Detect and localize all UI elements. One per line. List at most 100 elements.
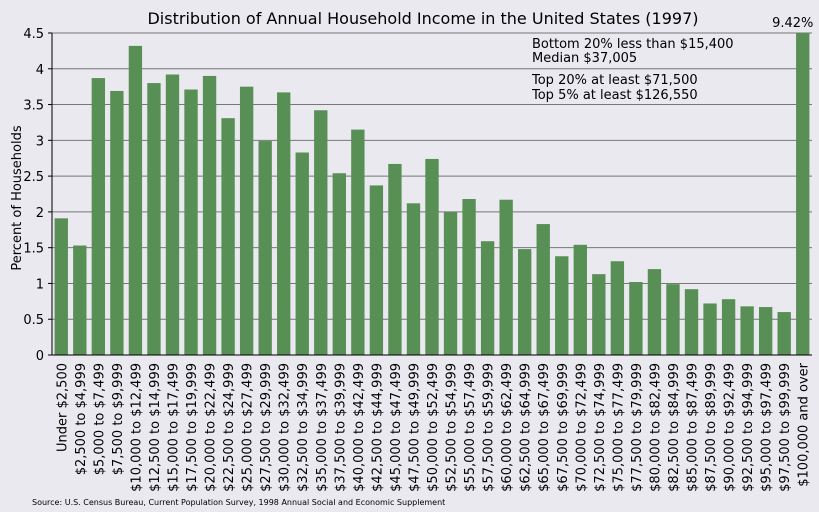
bar bbox=[796, 33, 810, 355]
x-tick-label: $60,000 to $62,499 bbox=[500, 363, 515, 492]
x-tick-label: $72,500 to $74,999 bbox=[593, 363, 608, 492]
bar bbox=[758, 307, 773, 355]
annotation: Median $37,005 bbox=[532, 51, 637, 66]
bar bbox=[406, 203, 421, 355]
bar bbox=[499, 199, 513, 355]
x-tick-label: $25,000 to $27,499 bbox=[241, 363, 256, 492]
bar bbox=[165, 74, 180, 355]
y-tick-label: 3.5 bbox=[23, 99, 44, 114]
bar bbox=[740, 306, 754, 355]
y-tick-label: 4 bbox=[36, 63, 44, 78]
x-tick-label: $35,000 to $37,499 bbox=[315, 363, 330, 492]
x-tick-label: $75,000 to $77,499 bbox=[611, 363, 626, 492]
bar bbox=[351, 129, 365, 355]
bar bbox=[573, 244, 587, 355]
bar bbox=[258, 141, 272, 355]
bar bbox=[110, 90, 124, 355]
bar bbox=[610, 261, 625, 355]
bar bbox=[221, 118, 235, 355]
y-tick-label: 1 bbox=[36, 277, 44, 292]
bar bbox=[369, 185, 384, 355]
x-tick-label: $30,000 to $32,499 bbox=[278, 363, 293, 492]
x-tick-label: $100,000 and over bbox=[797, 362, 812, 486]
x-tick-label: $12,500 to $14,999 bbox=[148, 363, 163, 492]
x-tick-label: $62,500 to $64,999 bbox=[519, 363, 534, 492]
x-tick-label: $77,500 to $79,999 bbox=[630, 363, 645, 492]
x-tick-label: $17,500 to $19,999 bbox=[185, 363, 200, 492]
bar bbox=[555, 256, 569, 355]
bar bbox=[684, 289, 699, 355]
x-tick-label: $65,000 to $67,499 bbox=[537, 363, 552, 492]
chart-title: Distribution of Annual Household Income … bbox=[147, 9, 698, 28]
x-tick-label: $47,500 to $49,999 bbox=[407, 363, 422, 492]
bar bbox=[443, 211, 458, 355]
value-label: 9.42% bbox=[772, 16, 813, 31]
x-tick-label: $87,500 to $89,999 bbox=[704, 363, 719, 492]
x-tick-label: $52,500 to $54,999 bbox=[445, 363, 460, 492]
x-tick-label: $95,000 to $97,499 bbox=[760, 363, 775, 492]
x-tick-label: $50,000 to $52,499 bbox=[426, 363, 441, 492]
bar bbox=[647, 269, 662, 355]
y-tick-label: 0 bbox=[36, 349, 44, 364]
bar bbox=[721, 299, 736, 355]
bar bbox=[777, 312, 791, 355]
bar bbox=[202, 75, 217, 355]
bar bbox=[91, 78, 106, 355]
annotation: Top 5% at least $126,550 bbox=[531, 88, 698, 103]
x-tick-label: $7,500 to $9,999 bbox=[111, 363, 126, 475]
x-tick-label: $22,500 to $24,999 bbox=[222, 363, 237, 492]
bar bbox=[629, 282, 643, 355]
bar bbox=[239, 86, 254, 355]
bar bbox=[73, 245, 87, 355]
x-tick-label: $90,000 to $92,499 bbox=[723, 363, 738, 492]
x-tick-label: $67,500 to $69,999 bbox=[556, 363, 571, 492]
x-tick-label: $20,000 to $22,499 bbox=[204, 363, 219, 492]
x-tick-label: $15,000 to $17,499 bbox=[166, 363, 181, 492]
source-note: Source: U.S. Census Bureau, Current Popu… bbox=[32, 498, 445, 507]
x-tick-label: $2,500 to $4,999 bbox=[74, 363, 89, 475]
y-tick-label: 4.5 bbox=[23, 27, 44, 42]
x-tick-label: $82,500 to $84,999 bbox=[667, 363, 682, 492]
y-axis-label: Percent of Households bbox=[10, 125, 25, 271]
bar bbox=[462, 199, 476, 355]
x-tick-label: $80,000 to $82,499 bbox=[648, 363, 663, 492]
bar bbox=[518, 249, 532, 355]
x-tick-label: $42,500 to $44,999 bbox=[370, 363, 385, 492]
x-tick-label: $37,500 to $39,999 bbox=[333, 363, 348, 492]
bar bbox=[184, 89, 198, 355]
y-tick-label: 2.5 bbox=[23, 170, 44, 185]
bar bbox=[147, 83, 161, 355]
x-tick-label: $45,000 to $47,499 bbox=[389, 363, 404, 492]
bar bbox=[332, 173, 346, 355]
y-tick-label: 3 bbox=[36, 134, 44, 149]
bar bbox=[295, 152, 309, 355]
y-tick-label: 1.5 bbox=[23, 242, 44, 257]
x-tick-label: $32,500 to $34,999 bbox=[296, 363, 311, 492]
x-tick-label: $5,000 to $7,499 bbox=[92, 363, 107, 475]
y-tick-label: 0.5 bbox=[23, 313, 44, 328]
annotation: Bottom 20% less than $15,400 bbox=[532, 37, 734, 52]
bar bbox=[592, 274, 606, 355]
y-tick-label: 2 bbox=[36, 206, 44, 221]
bar bbox=[388, 163, 402, 355]
annotation: Top 20% at least $71,500 bbox=[531, 73, 698, 88]
bar bbox=[54, 218, 68, 355]
bar bbox=[277, 92, 291, 355]
x-tick-label: $27,500 to $29,999 bbox=[259, 363, 274, 492]
bar bbox=[425, 158, 439, 355]
bar bbox=[128, 45, 143, 355]
x-tick-label: $10,000 to $12,499 bbox=[129, 363, 144, 492]
x-tick-label: $70,000 to $72,499 bbox=[574, 363, 589, 492]
bar bbox=[536, 224, 550, 355]
x-tick-label: $40,000 to $42,499 bbox=[352, 363, 367, 492]
bar bbox=[703, 303, 717, 355]
x-tick-label: $85,000 to $87,499 bbox=[686, 363, 701, 492]
bar bbox=[480, 241, 495, 355]
bar bbox=[666, 284, 680, 355]
x-tick-label: $97,500 to $99,999 bbox=[778, 363, 793, 492]
x-tick-label: $92,500 to $94,999 bbox=[741, 363, 756, 492]
bar bbox=[314, 110, 328, 355]
x-tick-label: Under $2,500 bbox=[55, 363, 70, 452]
x-tick-label: $57,500 to $59,999 bbox=[482, 363, 497, 492]
